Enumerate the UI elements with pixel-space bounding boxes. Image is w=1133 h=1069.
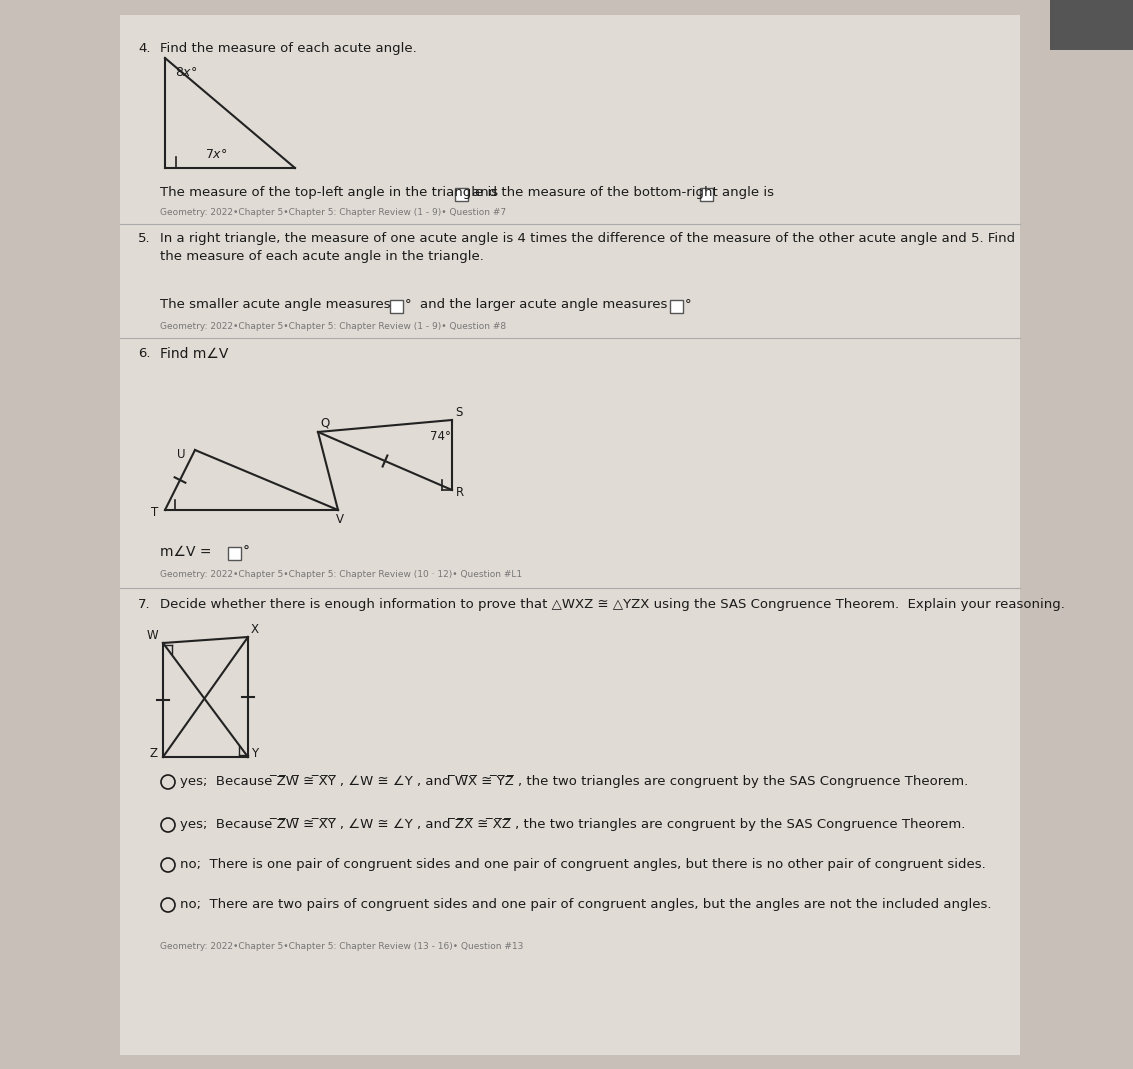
Text: Decide whether there is enough information to prove that △WXZ ≅ △YZX using the S: Decide whether there is enough informati… bbox=[160, 598, 1065, 611]
Text: °: ° bbox=[404, 298, 411, 311]
Text: yes;  Because ̅Z̅W̅ ≅ ̅X̅Y̅ , ∠W ≅ ∠Y , and ̅W̅X̅ ≅ ̅Y̅Z̅ , the two triangles ar: yes; Because ̅Z̅W̅ ≅ ̅X̅Y̅ , ∠W ≅ ∠Y , a… bbox=[180, 775, 969, 788]
Text: W: W bbox=[147, 629, 159, 642]
Bar bbox=[390, 300, 403, 313]
Text: 6.: 6. bbox=[138, 347, 151, 360]
Text: S: S bbox=[455, 406, 462, 419]
Text: °: ° bbox=[242, 545, 250, 559]
Text: Find the measure of each acute angle.: Find the measure of each acute angle. bbox=[160, 42, 417, 55]
Text: Y: Y bbox=[252, 747, 258, 760]
Bar bbox=[670, 300, 683, 313]
Text: Geometry: 2022•Chapter 5•Chapter 5: Chapter Review (1 - 9)• Question #8: Geometry: 2022•Chapter 5•Chapter 5: Chap… bbox=[160, 322, 506, 331]
Bar bbox=[228, 547, 241, 560]
Text: The smaller acute angle measures: The smaller acute angle measures bbox=[160, 298, 391, 311]
Bar bbox=[700, 188, 713, 201]
Circle shape bbox=[161, 775, 174, 789]
Text: U: U bbox=[177, 448, 186, 461]
FancyBboxPatch shape bbox=[1050, 0, 1133, 50]
Text: Geometry: 2022•Chapter 5•Chapter 5: Chapter Review (1 - 9)• Question #7: Geometry: 2022•Chapter 5•Chapter 5: Chap… bbox=[160, 208, 506, 217]
Text: X: X bbox=[252, 623, 259, 636]
Text: Find m∠V: Find m∠V bbox=[160, 347, 229, 361]
Text: 4.: 4. bbox=[138, 42, 151, 55]
Text: $8x°$: $8x°$ bbox=[174, 66, 197, 79]
Text: $7x°$: $7x°$ bbox=[205, 148, 228, 161]
Text: no;  There is one pair of congruent sides and one pair of congruent angles, but : no; There is one pair of congruent sides… bbox=[180, 858, 986, 871]
Text: m∠V =: m∠V = bbox=[160, 545, 212, 559]
Text: Geometry: 2022•Chapter 5•Chapter 5: Chapter Review (10 · 12)• Question #L1: Geometry: 2022•Chapter 5•Chapter 5: Chap… bbox=[160, 570, 522, 579]
Circle shape bbox=[161, 898, 174, 912]
Text: °: ° bbox=[685, 298, 691, 311]
Text: Geometry: 2022•Chapter 5•Chapter 5: Chapter Review (13 - 16)• Question #13: Geometry: 2022•Chapter 5•Chapter 5: Chap… bbox=[160, 942, 523, 951]
Bar bbox=[455, 188, 468, 201]
Text: yes;  Because ̅Z̅W̅ ≅ ̅X̅Y̅ , ∠W ≅ ∠Y , and ̅Z̅X̅ ≅ ̅X̅Z̅ , the two triangles ar: yes; Because ̅Z̅W̅ ≅ ̅X̅Y̅ , ∠W ≅ ∠Y , a… bbox=[180, 818, 965, 831]
Text: T: T bbox=[151, 506, 159, 520]
Text: 5.: 5. bbox=[138, 232, 151, 245]
Text: The measure of the top-left angle in the triangle is: The measure of the top-left angle in the… bbox=[160, 186, 499, 199]
FancyBboxPatch shape bbox=[120, 15, 1020, 1055]
Text: R: R bbox=[455, 486, 465, 499]
Text: In a right triangle, the measure of one acute angle is 4 times the difference of: In a right triangle, the measure of one … bbox=[160, 232, 1015, 245]
Text: V: V bbox=[337, 513, 344, 526]
Text: the measure of each acute angle in the triangle.: the measure of each acute angle in the t… bbox=[160, 250, 484, 263]
Text: 7.: 7. bbox=[138, 598, 151, 611]
Text: and the measure of the bottom-right angle is: and the measure of the bottom-right angl… bbox=[472, 186, 774, 199]
Text: Z: Z bbox=[150, 747, 157, 760]
Circle shape bbox=[161, 818, 174, 832]
Text: no;  There are two pairs of congruent sides and one pair of congruent angles, bu: no; There are two pairs of congruent sid… bbox=[180, 898, 991, 911]
Text: and the larger acute angle measures: and the larger acute angle measures bbox=[420, 298, 667, 311]
Circle shape bbox=[161, 858, 174, 872]
Text: Q: Q bbox=[320, 416, 330, 429]
Text: 74°: 74° bbox=[431, 430, 451, 443]
